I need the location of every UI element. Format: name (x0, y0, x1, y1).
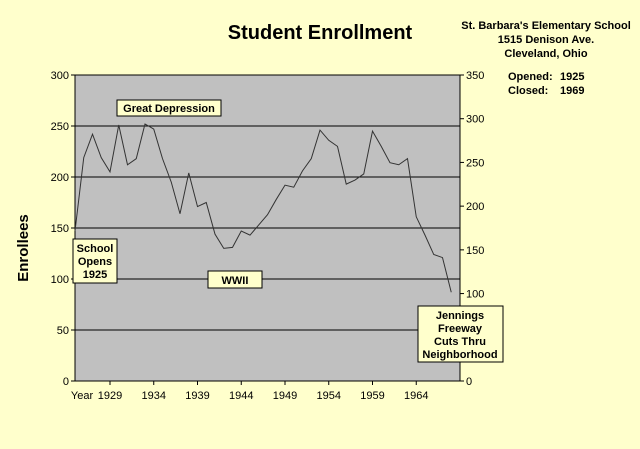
left-tick-label: 100 (51, 274, 69, 286)
left-y-axis: 0 50 100 150 200 250 300 (51, 70, 75, 388)
school-info: St. Barbara's Elementary School 1515 Den… (461, 20, 631, 97)
x-tick-label: 1934 (142, 390, 166, 402)
left-tick-label: 300 (51, 70, 69, 82)
annotation-school-opens: School Opens 1925 (72, 238, 118, 284)
x-tick-label: 1929 (98, 390, 122, 402)
chart-title: Student Enrollment (228, 22, 413, 44)
left-tick-label: 0 (63, 376, 69, 388)
x-tick-label: 1954 (317, 390, 341, 402)
annotation-line: Opens (78, 256, 112, 268)
school-name: St. Barbara's Elementary School (461, 20, 631, 32)
annotation-line: 1925 (83, 269, 107, 281)
annotation-line: Jennings (436, 310, 484, 322)
left-tick-label: 50 (57, 325, 69, 337)
right-tick-label: 0 (466, 376, 472, 388)
annotation-text: Great Depression (123, 103, 215, 115)
closed-value: 1969 (560, 85, 584, 97)
annotation-box (417, 305, 504, 363)
enrollment-series (74, 123, 452, 293)
annotation-box (116, 99, 222, 117)
right-tick-label: 200 (466, 201, 484, 213)
x-tick-label: 1939 (185, 390, 209, 402)
x-axis: Year 1929 1934 1939 1944 1949 1954 1959 1964 (71, 381, 428, 402)
opened-label: Opened: (508, 71, 553, 83)
annotation-wwii: WWII (207, 270, 263, 289)
annotation-line: Neighborhood (422, 349, 497, 361)
grid-lines (75, 125, 460, 331)
left-tick-label: 250 (51, 121, 69, 133)
annotation-text: WWII (222, 275, 249, 287)
x-axis-first-label: Year (71, 390, 94, 402)
right-tick-label: 350 (466, 70, 484, 82)
left-tick-label: 200 (51, 172, 69, 184)
annotation-box (72, 238, 118, 284)
right-tick-label: 300 (466, 114, 484, 126)
x-tick-label: 1944 (229, 390, 253, 402)
closed-label: Closed: (508, 85, 548, 97)
opened-value: 1925 (560, 71, 584, 83)
annotation-box (207, 270, 263, 289)
right-tick-label: 250 (466, 157, 484, 169)
annotation-line: Freeway (438, 323, 483, 335)
annotation-line: Cuts Thru (434, 336, 486, 348)
x-tick-label: 1949 (273, 390, 297, 402)
y-axis-label: Enrollees (15, 214, 32, 282)
school-city: Cleveland, Ohio (504, 48, 587, 60)
right-tick-label: 150 (466, 245, 484, 257)
series-line (74, 123, 452, 293)
annotation-great-depression: Great Depression (116, 99, 222, 117)
annotation-line: School (77, 243, 114, 255)
x-tick-label: 1959 (360, 390, 384, 402)
x-tick-label: 1964 (404, 390, 428, 402)
left-tick-label: 150 (51, 223, 69, 235)
right-tick-label: 100 (466, 289, 484, 301)
right-y-axis: 050100150200250300350 (460, 70, 484, 388)
annotation-jennings-freeway: Jennings Freeway Cuts Thru Neighborhood (417, 305, 504, 363)
school-address: 1515 Denison Ave. (498, 34, 594, 46)
